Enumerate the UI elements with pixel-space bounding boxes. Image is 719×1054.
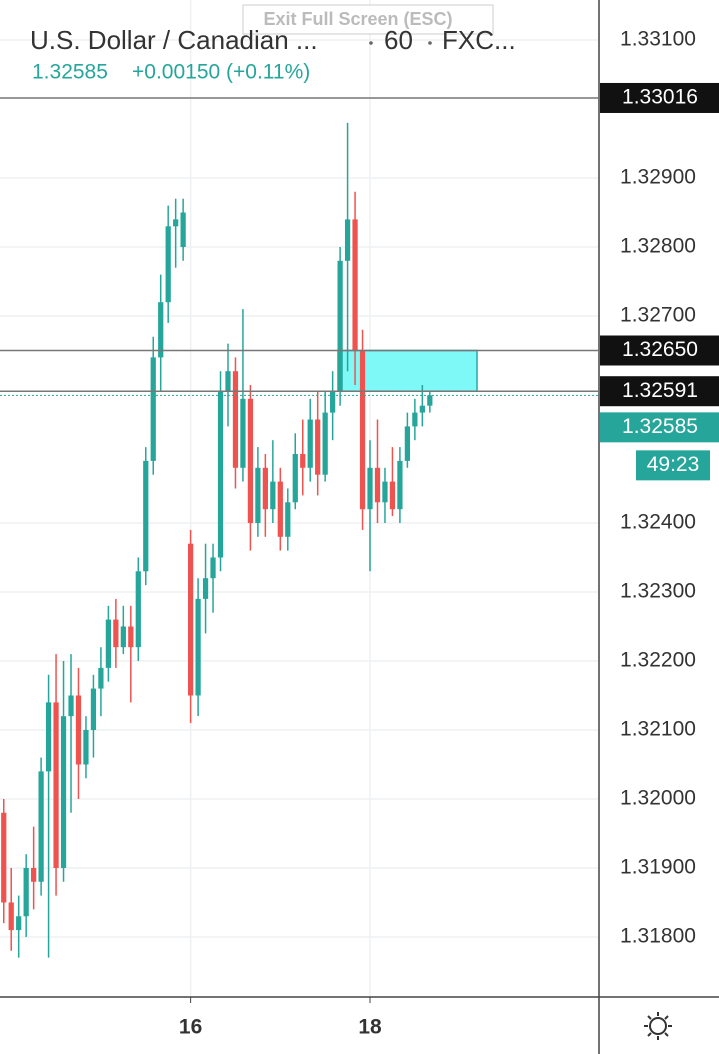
exit-fullscreen-text[interactable]: Exit Full Screen (ESC): [263, 9, 452, 29]
candle-body: [75, 695, 82, 765]
settings-icon[interactable]: [644, 1012, 672, 1040]
candle-body: [16, 916, 22, 931]
y-tick-label: 1.33100: [620, 28, 696, 51]
candle-body: [359, 350, 366, 510]
price-line-label: 1.32650: [622, 338, 698, 361]
candle-body: [427, 395, 433, 406]
candle-body: [180, 212, 186, 248]
price-zone: [337, 349, 478, 392]
y-tick-label: 1.32100: [620, 718, 696, 741]
y-tick-label: 1.32900: [620, 166, 696, 189]
separator: [428, 41, 432, 45]
price-change: +0.00150 (+0.11%): [132, 61, 310, 84]
y-tick-label: 1.31900: [620, 856, 696, 879]
candle-body: [98, 667, 104, 689]
candle-body: [292, 453, 298, 503]
interval: 60: [384, 25, 413, 55]
candle-body: [330, 391, 336, 413]
exchange: FXC...: [442, 25, 516, 55]
candle-body: [38, 771, 44, 882]
candle-body: [225, 371, 231, 392]
candle-body: [113, 619, 119, 648]
candle-body: [337, 260, 343, 392]
candle-body: [307, 419, 313, 468]
exit-fullscreen-button[interactable]: [242, 4, 494, 35]
y-tick-label: 1.32000: [620, 787, 696, 810]
x-tick-label: 18: [358, 1016, 382, 1039]
candle-body: [105, 619, 112, 668]
price-line-label-bg: [600, 376, 719, 407]
candle-body: [374, 467, 381, 503]
candle-body: [68, 695, 74, 717]
candle-body: [173, 219, 179, 227]
price-line-label-bg: [600, 335, 719, 366]
candle-body: [53, 702, 59, 868]
candle-body: [344, 219, 351, 261]
countdown-bg: [636, 450, 710, 481]
current-price-label-bg: [600, 412, 719, 443]
candle-body: [210, 557, 216, 579]
candle-body: [90, 688, 97, 730]
candle-body: [277, 481, 283, 537]
candle-body: [397, 460, 403, 510]
axis: 1.33100 1.32900 1.32800 1.32700 1.32400 1.323…: [179, 28, 719, 1039]
price-line-label: 1.32591: [622, 379, 698, 402]
candle-body: [367, 467, 373, 510]
candle-body: [135, 571, 141, 648]
candle-body: [389, 481, 396, 510]
countdown: 49:23: [647, 453, 700, 476]
candle-body: [202, 578, 209, 599]
candle-body: [128, 626, 134, 648]
y-tick-label: 1.32200: [620, 649, 696, 672]
candle-body: [45, 702, 52, 772]
y-tick-label: 1.32700: [620, 304, 696, 327]
candle-body: [285, 502, 291, 537]
candle-body: [322, 412, 328, 475]
candle-body: [120, 626, 126, 648]
candle-body: [232, 371, 239, 468]
candle-body: [240, 398, 246, 468]
symbol-title: U.S. Dollar / Canadian ...: [30, 25, 318, 55]
x-tick-label: 16: [179, 1016, 202, 1039]
candle-body: [187, 543, 194, 696]
y-tick-label: 1.31800: [620, 925, 696, 948]
y-tick-label: 1.32300: [620, 580, 696, 603]
candle-body: [31, 867, 37, 882]
candle-body: [158, 302, 164, 358]
y-tick-label: 1.32800: [620, 235, 696, 258]
last-price: 1.32585: [32, 61, 108, 84]
candle-body: [382, 481, 388, 503]
candle-body: [195, 598, 201, 696]
candle-body: [247, 398, 254, 523]
candle-body: [143, 460, 149, 572]
plot: [0, 97, 598, 958]
separator: [369, 41, 373, 45]
candle-body: [352, 219, 358, 351]
candle-body: [255, 467, 261, 523]
candle-body: [1, 812, 7, 903]
price-line-label: 1.33016: [622, 86, 698, 109]
candle-body: [270, 481, 276, 510]
candle-body: [8, 902, 14, 931]
candle-body: [412, 412, 418, 427]
candle-body: [23, 867, 29, 917]
candle-body: [300, 453, 306, 468]
price-line-label-bg: [600, 82, 719, 113]
candle-body: [150, 357, 156, 461]
candle-body: [315, 419, 321, 475]
y-tick-label: 1.32400: [620, 511, 696, 534]
candle-body: [60, 716, 67, 868]
candle-body: [262, 467, 268, 510]
candle-body: [217, 391, 224, 558]
candle-body: [165, 226, 171, 303]
candle-body: [404, 426, 411, 461]
candle-body: [419, 405, 425, 413]
current-price-label: 1.32585: [622, 415, 698, 438]
candle-body: [83, 729, 89, 765]
